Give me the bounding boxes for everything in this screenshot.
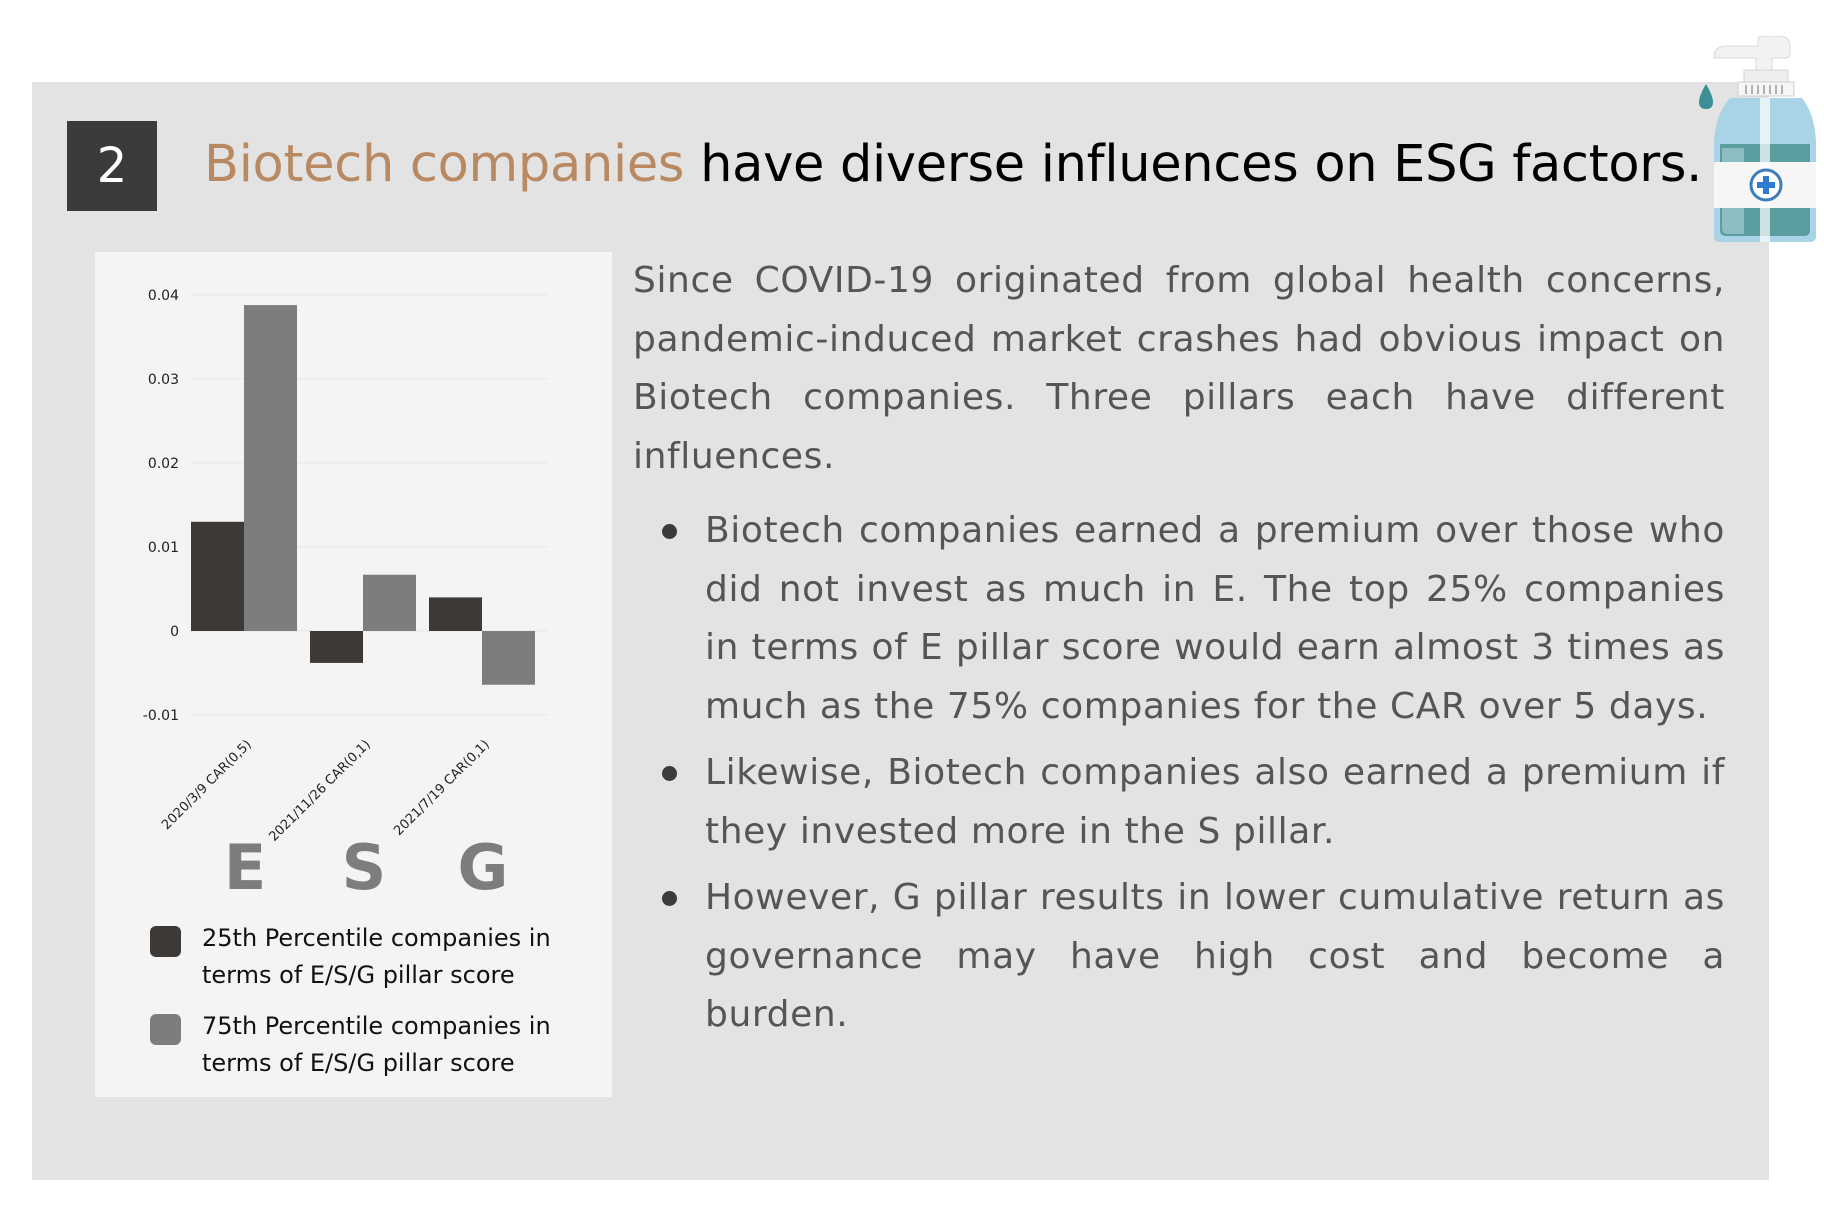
bullet-dot-icon [662,524,677,539]
bullet-item-e: Biotech companies earned a premium over … [633,502,1725,736]
intro-paragraph: Since COVID-19 originated from global he… [633,260,1725,477]
hand-sanitizer-icon [1699,36,1816,242]
title-highlight: Biotech companies [204,135,685,194]
pillar-letter: G [458,831,509,904]
bar-25th [310,631,363,663]
bullet-list: Biotech companies earned a premium over … [633,502,1725,1053]
chart-card: 0.04 0.03 0.02 0.01 0 -0.01 2020/3/9 CAR(0,5) E… [95,252,612,1097]
legend-item-75th: 75th Percentile companies in terms of E/… [150,1008,580,1082]
bar-75th [244,305,297,631]
section-number-badge: 2 [67,121,157,211]
legend-swatch-25th [150,926,181,957]
bullet-text-s: Likewise, Biotech companies also earned … [705,752,1725,852]
x-tick-label: 2020/3/9 CAR(0,5) [159,737,255,833]
title-rest: have diverse influences on ESG factors. [684,135,1703,194]
y-tick-label: -0.01 [143,708,179,724]
y-tick-label: 0.03 [148,372,179,388]
pillar-letter: E [224,831,266,904]
bar-25th [191,521,244,631]
legend-label-75th-line2: terms of E/S/G pillar score [202,1049,515,1077]
x-tick-label: 2021/11/26 CAR(0,1) [266,737,373,844]
legend-label-25th-line2: terms of E/S/G pillar score [202,961,515,989]
bar-75th [363,574,416,631]
legend-item-25th: 25th Percentile companies in terms of E/… [150,920,580,994]
legend-label-25th-line1: 25th Percentile companies in [202,924,551,952]
page-title: Biotech companies have diverse influence… [204,132,1702,198]
bullet-dot-icon [662,891,677,906]
y-tick-label: 0 [170,624,179,640]
bar-chart: 0.04 0.03 0.02 0.01 0 -0.01 2020/3/9 CAR(0,5)E… [143,288,548,904]
bullet-item-g: However, G pillar results in lower cumul… [633,869,1725,1045]
bullet-text-e: Biotech companies earned a premium over … [705,510,1725,727]
pillar-letter: S [342,831,387,904]
legend-label-75th: 75th Percentile companies in terms of E/… [202,1008,551,1082]
bullet-item-s: Likewise, Biotech companies also earned … [633,744,1725,861]
x-tick-label: 2021/7/19 CAR(0,1) [391,737,493,839]
legend-swatch-75th [150,1014,181,1045]
legend-label-25th: 25th Percentile companies in terms of E/… [202,920,551,994]
y-tick-label: 0.01 [148,540,179,556]
y-tick-label: 0.04 [148,288,179,304]
legend-label-75th-line1: 75th Percentile companies in [202,1012,551,1040]
bullet-text-g: However, G pillar results in lower cumul… [705,877,1725,1035]
y-tick-label: 0.02 [148,456,179,472]
bullet-dot-icon [662,766,677,781]
bar-25th [429,597,482,631]
bar-75th [482,631,535,685]
